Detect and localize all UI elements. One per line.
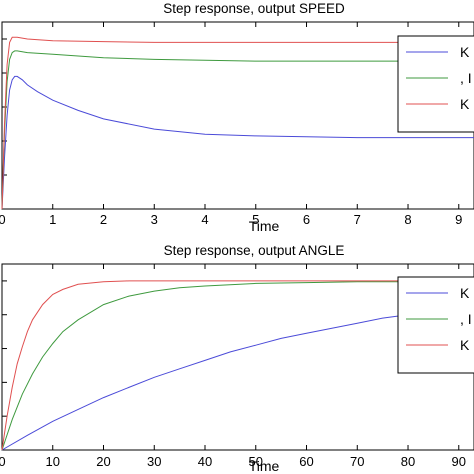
x-tick-label: 20 bbox=[96, 454, 110, 469]
x-tick-label: 0 bbox=[0, 212, 6, 227]
x-tick-label: 5 bbox=[252, 212, 259, 227]
angle-chart-title: Step response, output ANGLE bbox=[164, 243, 345, 258]
x-tick-label: 40 bbox=[198, 454, 212, 469]
x-tick-label: 6 bbox=[303, 212, 310, 227]
legend-label-1: , I bbox=[460, 311, 472, 327]
x-tick-label: 8 bbox=[404, 212, 411, 227]
speed-chart-title: Step response, output SPEED bbox=[163, 1, 345, 16]
series-line-0 bbox=[1, 75, 474, 210]
x-tick-label: 0 bbox=[0, 454, 6, 469]
x-tick-label: 2 bbox=[100, 212, 107, 227]
angle-legend: K , I K bbox=[397, 276, 474, 374]
plot-frame bbox=[1, 21, 474, 210]
legend-label-0: K bbox=[460, 44, 470, 60]
x-tick-label: 7 bbox=[354, 212, 361, 227]
legend-label-2: K bbox=[460, 96, 470, 112]
x-tick-label: 10 bbox=[46, 454, 60, 469]
angle-chart: Step response, output ANGLE 0 10 20 30 40 50 6… bbox=[0, 243, 474, 474]
speed-chart: Step response, output SPEED 0 1 2 3 4 5 6 7 8 9 T… bbox=[0, 1, 474, 234]
series-line-1 bbox=[1, 281, 474, 451]
x-tick-label: 4 bbox=[201, 212, 208, 227]
x-tick-label: 80 bbox=[401, 454, 415, 469]
legend-label-2: K bbox=[460, 337, 470, 353]
x-tick-label: 50 bbox=[249, 454, 263, 469]
series-line-1 bbox=[1, 50, 474, 210]
angle-x-axis-title: Time bbox=[249, 458, 280, 474]
x-tick-label: 1 bbox=[49, 212, 56, 227]
x-tick-label: 70 bbox=[350, 454, 364, 469]
legend-label-1: , I bbox=[460, 70, 472, 86]
speed-x-axis-title: Time bbox=[249, 218, 280, 234]
plot-frame bbox=[1, 263, 474, 451]
angle-plot-area: 0 10 20 30 40 50 60 70 80 90 bbox=[0, 263, 474, 469]
x-tick-label: 60 bbox=[299, 454, 313, 469]
speed-plot-area: 0 1 2 3 4 5 6 7 8 9 bbox=[0, 21, 474, 227]
series-line-2 bbox=[1, 36, 474, 210]
x-tick-label: 30 bbox=[147, 454, 161, 469]
x-tick-label: 3 bbox=[151, 212, 158, 227]
speed-legend: K , I K bbox=[397, 35, 474, 133]
series-line-2 bbox=[1, 280, 474, 451]
x-tick-label: 9 bbox=[455, 212, 462, 227]
legend-label-0: K bbox=[460, 285, 470, 301]
x-tick-label: 90 bbox=[452, 454, 466, 469]
